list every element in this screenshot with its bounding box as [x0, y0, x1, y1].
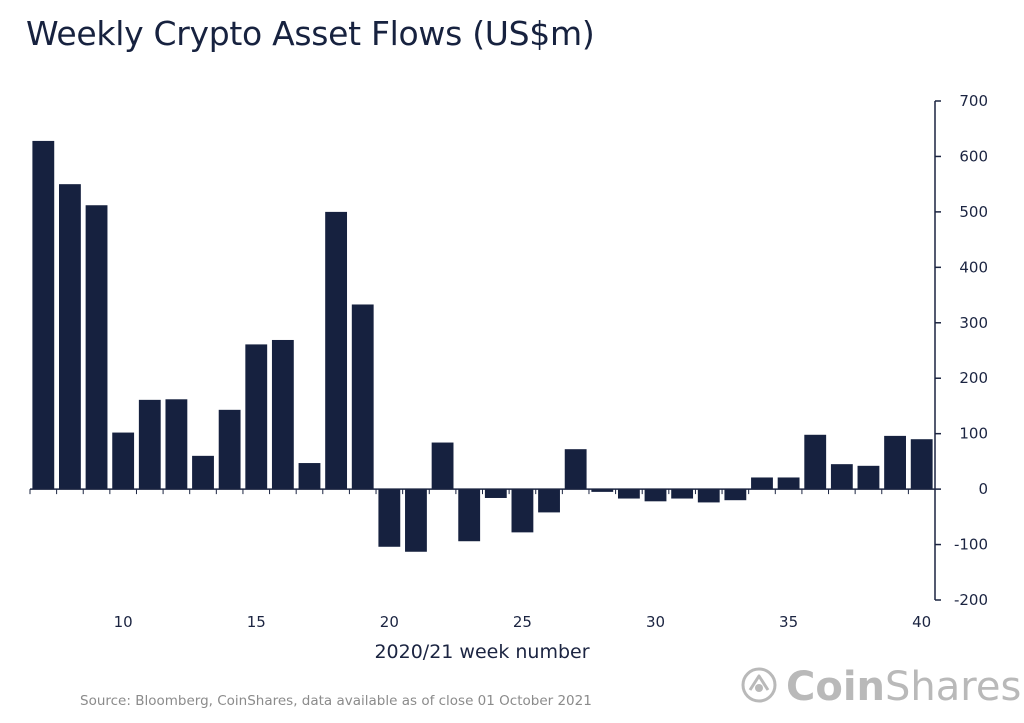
x-axis-label: 2020/21 week number: [374, 641, 589, 663]
bars-group: [32, 140, 933, 552]
bar-week-20: [378, 489, 401, 547]
y-axis: 700 600 500 400 300 200 100 0 -100 -200: [934, 92, 988, 609]
bar-week-11: [138, 399, 161, 490]
bar-week-12: [165, 399, 188, 490]
bar-week-33: [724, 489, 747, 501]
bar-week-14: [218, 409, 241, 490]
bar-week-27: [564, 449, 587, 490]
y-tick-label: -100: [954, 536, 988, 554]
x-tick-label: 35: [779, 613, 798, 631]
x-tick-label: 10: [114, 613, 133, 631]
bar-week-24: [484, 489, 507, 498]
x-tick-label: 30: [646, 613, 665, 631]
bar-week-15: [245, 344, 268, 490]
coinshares-logo-icon: [740, 666, 778, 708]
bar-week-40: [910, 439, 933, 490]
bar-week-28: [591, 489, 614, 492]
bar-week-25: [511, 489, 534, 533]
bar-week-17: [298, 463, 321, 490]
bar-week-13: [192, 455, 214, 490]
chart-title: Weekly Crypto Asset Flows (US$m): [26, 14, 595, 53]
y-tick-label: 100: [959, 425, 988, 443]
y-tick-label: 600: [959, 147, 988, 165]
x-tick-label: 25: [513, 613, 532, 631]
x-axis: 10 15 20 25 30 35 40: [29, 488, 936, 631]
y-tick-label: 400: [959, 258, 988, 276]
bar-week-31: [671, 489, 694, 499]
bar-week-30: [644, 489, 667, 502]
bar-week-29: [617, 489, 640, 499]
bar-week-35: [777, 477, 800, 490]
brand-name-part1: Coin: [786, 664, 886, 710]
y-tick-label: 200: [959, 369, 988, 387]
brand-name-part2: Shares: [885, 664, 1022, 710]
y-tick-label: -200: [954, 591, 988, 609]
bar-week-38: [857, 465, 880, 490]
x-tick-label: 40: [912, 613, 931, 631]
bar-week-39: [884, 435, 906, 490]
bar-week-36: [804, 434, 827, 490]
bar-week-34: [751, 477, 773, 490]
y-tick-label: 300: [959, 314, 988, 332]
x-tick-label: 15: [247, 613, 266, 631]
bar-week-19: [351, 304, 374, 490]
brand-name: CoinShares: [786, 667, 1021, 707]
bar-week-22: [431, 442, 454, 490]
bar-week-37: [830, 464, 853, 490]
bar-week-23: [458, 489, 481, 542]
bar-week-26: [538, 489, 560, 513]
bar-week-8: [59, 184, 81, 490]
bar-week-32: [697, 489, 720, 503]
source-note: Source: Bloomberg, CoinShares, data avai…: [80, 693, 592, 709]
bar-week-7: [32, 140, 55, 490]
bar-week-9: [85, 205, 108, 490]
bar-week-18: [325, 211, 348, 490]
y-tick-label: 0: [978, 480, 988, 498]
bar-week-10: [112, 432, 135, 490]
bar-week-16: [271, 339, 294, 490]
x-tick-label: 20: [380, 613, 399, 631]
y-tick-label: 700: [959, 92, 988, 110]
bar-week-21: [405, 489, 427, 552]
y-tick-label: 500: [959, 203, 988, 221]
coinshares-brand: CoinShares: [740, 666, 1021, 708]
